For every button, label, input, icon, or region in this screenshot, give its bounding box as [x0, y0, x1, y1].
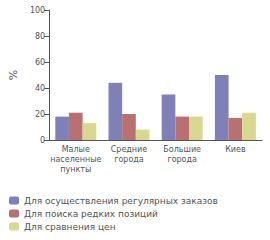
svg-text:города: города	[167, 155, 197, 164]
svg-text:0: 0	[40, 136, 45, 145]
svg-text:100: 100	[30, 6, 45, 15]
svg-text:Средние: Средние	[111, 145, 148, 154]
svg-text:Для поиска редких позиций: Для поиска редких позиций	[24, 209, 158, 219]
svg-text:80: 80	[35, 32, 45, 41]
svg-text:пункты: пункты	[60, 165, 91, 174]
svg-text:населенные: населенные	[50, 155, 101, 164]
svg-text:Киев: Киев	[225, 145, 246, 154]
svg-text:города: города	[114, 155, 144, 164]
svg-text:Большие: Большие	[163, 145, 201, 154]
svg-text:60: 60	[35, 58, 45, 67]
svg-text:%: %	[7, 70, 20, 80]
svg-text:Для осуществления регулярных з: Для осуществления регулярных заказов	[24, 196, 218, 206]
svg-text:40: 40	[35, 84, 45, 93]
svg-text:20: 20	[35, 110, 45, 119]
svg-text:Малые: Малые	[62, 145, 90, 154]
svg-text:Для сравнения цен: Для сравнения цен	[24, 222, 116, 232]
